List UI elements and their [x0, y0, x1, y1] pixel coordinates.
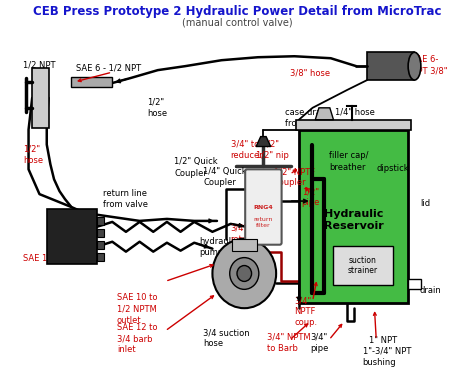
Bar — [334, 246, 392, 285]
Text: SAE 6 - 1/2 NPT: SAE 6 - 1/2 NPT — [76, 63, 141, 72]
Text: suction
strainer: suction strainer — [358, 247, 388, 267]
Text: 3/4" to 1/2"
reducer: 3/4" to 1/2" reducer — [231, 140, 279, 160]
Bar — [408, 279, 421, 289]
Text: lid: lid — [420, 199, 430, 208]
Text: 1/2"
hose: 1/2" hose — [23, 144, 43, 164]
Text: 3/4" NPTM
to Barb: 3/4" NPTM to Barb — [267, 333, 310, 353]
Text: filler cap/
breather: filler cap/ breather — [329, 151, 368, 172]
Polygon shape — [315, 108, 334, 120]
Text: 1/4" Quick
Coupler: 1/4" Quick Coupler — [203, 167, 247, 188]
Text: SAE 10: SAE 10 — [23, 254, 53, 263]
Text: case drain
from motor: case drain from motor — [285, 108, 333, 128]
Text: drain: drain — [420, 286, 442, 295]
Text: 1/2" NPTF
coupler: 1/2" NPTF coupler — [274, 167, 315, 188]
Text: 1/2"
pipe: 1/2" pipe — [301, 187, 320, 207]
Text: 1/2 NPT: 1/2 NPT — [23, 60, 55, 69]
Polygon shape — [256, 137, 271, 147]
Bar — [47, 209, 97, 264]
Bar — [296, 120, 411, 130]
Text: 3/4 suction
hose: 3/4 suction hose — [203, 328, 250, 348]
FancyBboxPatch shape — [245, 169, 282, 245]
Text: 3/4"
pipe: 3/4" pipe — [311, 333, 329, 353]
Text: SAE 6-
NPT 3/8": SAE 6- NPT 3/8" — [411, 55, 447, 75]
Bar — [299, 130, 408, 303]
Text: return
filter: return filter — [254, 217, 273, 228]
Text: suction
strainer: suction strainer — [347, 256, 378, 275]
Text: CEB Press Prototype 2 Hydraulic Power Detail from MicroTrac: CEB Press Prototype 2 Hydraulic Power De… — [33, 4, 441, 18]
Text: 3/4"
return
filter: 3/4" return filter — [231, 224, 256, 255]
Bar — [71, 77, 112, 87]
Bar — [367, 52, 414, 80]
Text: return line
from valve: return line from valve — [103, 189, 148, 209]
Text: Hydraulic
Reservoir: Hydraulic Reservoir — [324, 209, 383, 231]
Text: 1/2"
hose: 1/2" hose — [147, 98, 167, 118]
Circle shape — [237, 266, 252, 281]
Bar — [97, 217, 104, 225]
Text: 3/8" hose: 3/8" hose — [290, 68, 330, 77]
Text: 1"-3/4" NPT
bushing: 1"-3/4" NPT bushing — [363, 347, 411, 367]
Text: 3/4"
NPTF
coup.: 3/4" NPTF coup. — [294, 296, 318, 327]
Bar — [97, 241, 104, 249]
Text: 1/2" nip: 1/2" nip — [256, 151, 289, 160]
Bar — [97, 253, 104, 261]
Bar — [231, 239, 257, 251]
Circle shape — [230, 258, 259, 289]
Text: 1/2" Quick
Coupler: 1/2" Quick Coupler — [174, 157, 218, 178]
Ellipse shape — [408, 52, 421, 80]
Text: 1" NPT: 1" NPT — [369, 336, 397, 345]
Text: dipstick: dipstick — [376, 164, 409, 173]
Circle shape — [212, 239, 276, 308]
Text: hydraulic
pump: hydraulic pump — [199, 237, 238, 257]
Text: SAE 10 to
1/2 NPTM
outlet: SAE 10 to 1/2 NPTM outlet — [117, 293, 157, 325]
Text: 1/4" hose: 1/4" hose — [335, 108, 375, 117]
Text: RNG4: RNG4 — [254, 204, 273, 210]
Text: (manual control valve): (manual control valve) — [182, 18, 292, 28]
Bar — [97, 229, 104, 237]
Text: SAE 12 to
3/4 barb
inlet: SAE 12 to 3/4 barb inlet — [117, 323, 157, 354]
Bar — [32, 68, 48, 128]
